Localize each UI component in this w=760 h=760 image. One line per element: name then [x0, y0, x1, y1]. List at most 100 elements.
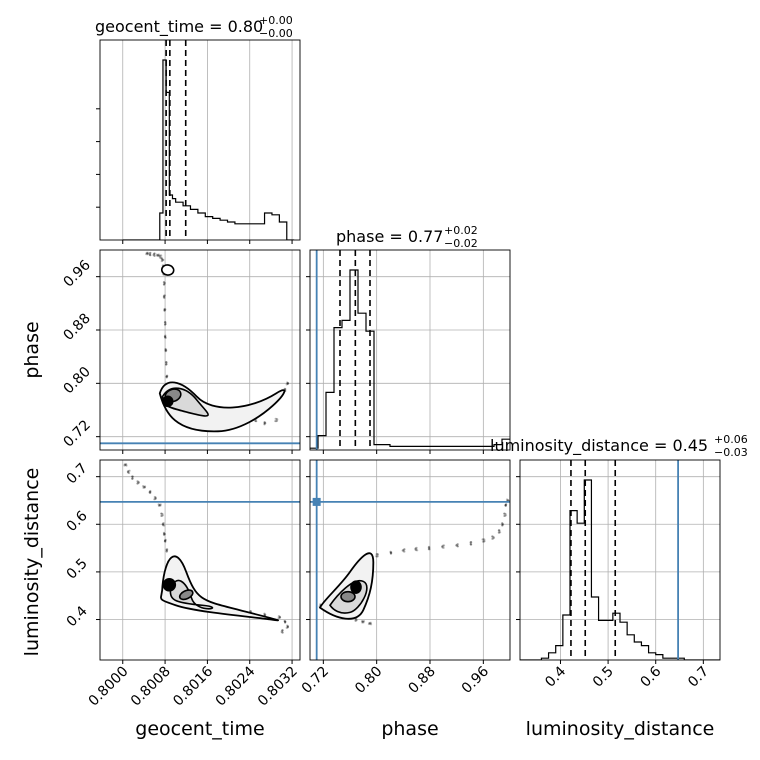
sample-point — [442, 546, 445, 549]
sample-point — [481, 538, 484, 541]
sample-point — [504, 504, 507, 507]
sample-point — [276, 418, 279, 421]
sample-point — [456, 545, 459, 548]
panel-frame — [309, 249, 511, 451]
sample-point — [162, 531, 166, 535]
sample-point — [281, 631, 284, 634]
sample-point — [284, 620, 287, 623]
sample-point — [148, 254, 152, 257]
sample-point — [162, 281, 166, 284]
sample-point — [278, 615, 281, 618]
contour-core — [340, 590, 356, 603]
sample-point — [154, 497, 157, 500]
x-tick-label: 0.5 — [590, 664, 617, 691]
sample-point — [278, 616, 282, 619]
sample-point — [148, 490, 152, 493]
sample-point — [482, 540, 486, 543]
sample-point — [157, 254, 160, 258]
sample-point — [441, 545, 444, 548]
sample-point — [165, 548, 168, 552]
sample-point — [164, 348, 167, 351]
sample-point — [263, 423, 266, 426]
sample-point — [123, 464, 126, 467]
sample-point — [126, 470, 130, 474]
sample-point — [159, 503, 162, 506]
sample-point — [263, 612, 266, 615]
sample-point — [284, 620, 287, 623]
sample-point — [281, 629, 284, 632]
sample-point — [162, 524, 165, 527]
sample-point — [142, 486, 145, 489]
sample-point — [389, 551, 392, 554]
sample-point — [148, 491, 151, 494]
sample-point — [280, 630, 283, 634]
sample-point — [402, 548, 406, 551]
sample-point — [162, 295, 166, 298]
sample-point — [137, 481, 141, 484]
sample-point — [263, 421, 266, 424]
sample-point — [146, 252, 149, 255]
x-tick-label: 0.8008 — [128, 664, 174, 710]
sample-point — [415, 549, 418, 552]
sample-point — [469, 541, 472, 544]
sample-point — [163, 294, 166, 297]
sample-point — [491, 535, 494, 538]
sample-point — [165, 362, 168, 366]
sample-point — [505, 498, 509, 501]
sample-point — [146, 251, 149, 254]
sample-point — [254, 420, 258, 423]
sample-point — [127, 469, 130, 473]
sample-point — [390, 551, 393, 554]
sample-point — [483, 538, 486, 541]
sample-point — [442, 544, 445, 547]
y-tick-label: 0.72 — [60, 417, 93, 450]
sample-point — [428, 546, 431, 549]
sample-point — [286, 381, 289, 384]
sample-point — [163, 294, 167, 297]
histogram-step — [520, 479, 720, 660]
sample-point — [375, 555, 378, 558]
title-geocent-time-sup: +0.00 — [259, 14, 293, 27]
sample-point — [148, 253, 152, 256]
sample-point — [277, 617, 280, 620]
contour-peak — [350, 580, 362, 594]
sample-point — [403, 548, 406, 551]
sample-point — [145, 252, 148, 256]
sample-point — [504, 503, 508, 506]
sample-point — [164, 349, 167, 352]
sample-point — [284, 387, 287, 391]
x-tick-label: 0.8032 — [255, 664, 301, 710]
sample-point — [145, 251, 148, 254]
title-luminosity-distance: luminosity_distance = 0.45 — [490, 436, 708, 456]
sample-point — [163, 296, 166, 299]
sample-point — [148, 491, 152, 495]
sample-point — [501, 522, 504, 525]
sample-point — [286, 382, 290, 385]
sample-point — [401, 549, 404, 552]
sample-point — [149, 489, 152, 493]
sample-point — [504, 504, 507, 507]
sample-point — [491, 537, 495, 540]
sample-point — [402, 550, 405, 553]
sample-point — [161, 523, 165, 526]
sample-point — [263, 421, 266, 424]
sample-point — [286, 624, 289, 627]
x-tick-label: 0.4 — [542, 663, 569, 690]
sample-point — [362, 621, 365, 624]
panel-frame — [99, 249, 301, 451]
sample-point — [456, 545, 459, 548]
sample-point — [501, 522, 504, 525]
sample-point — [136, 482, 139, 485]
sample-point — [428, 548, 431, 551]
title-geocent-time-sub: −0.00 — [259, 27, 293, 40]
sample-point — [163, 533, 166, 537]
sample-point — [390, 552, 393, 555]
sample-point — [414, 547, 417, 550]
sample-point — [274, 419, 277, 423]
sample-point — [165, 375, 168, 378]
sample-point — [164, 308, 167, 311]
sample-point — [263, 612, 266, 616]
sample-point — [505, 503, 508, 506]
contour-core — [178, 589, 194, 601]
sample-point — [441, 546, 444, 549]
